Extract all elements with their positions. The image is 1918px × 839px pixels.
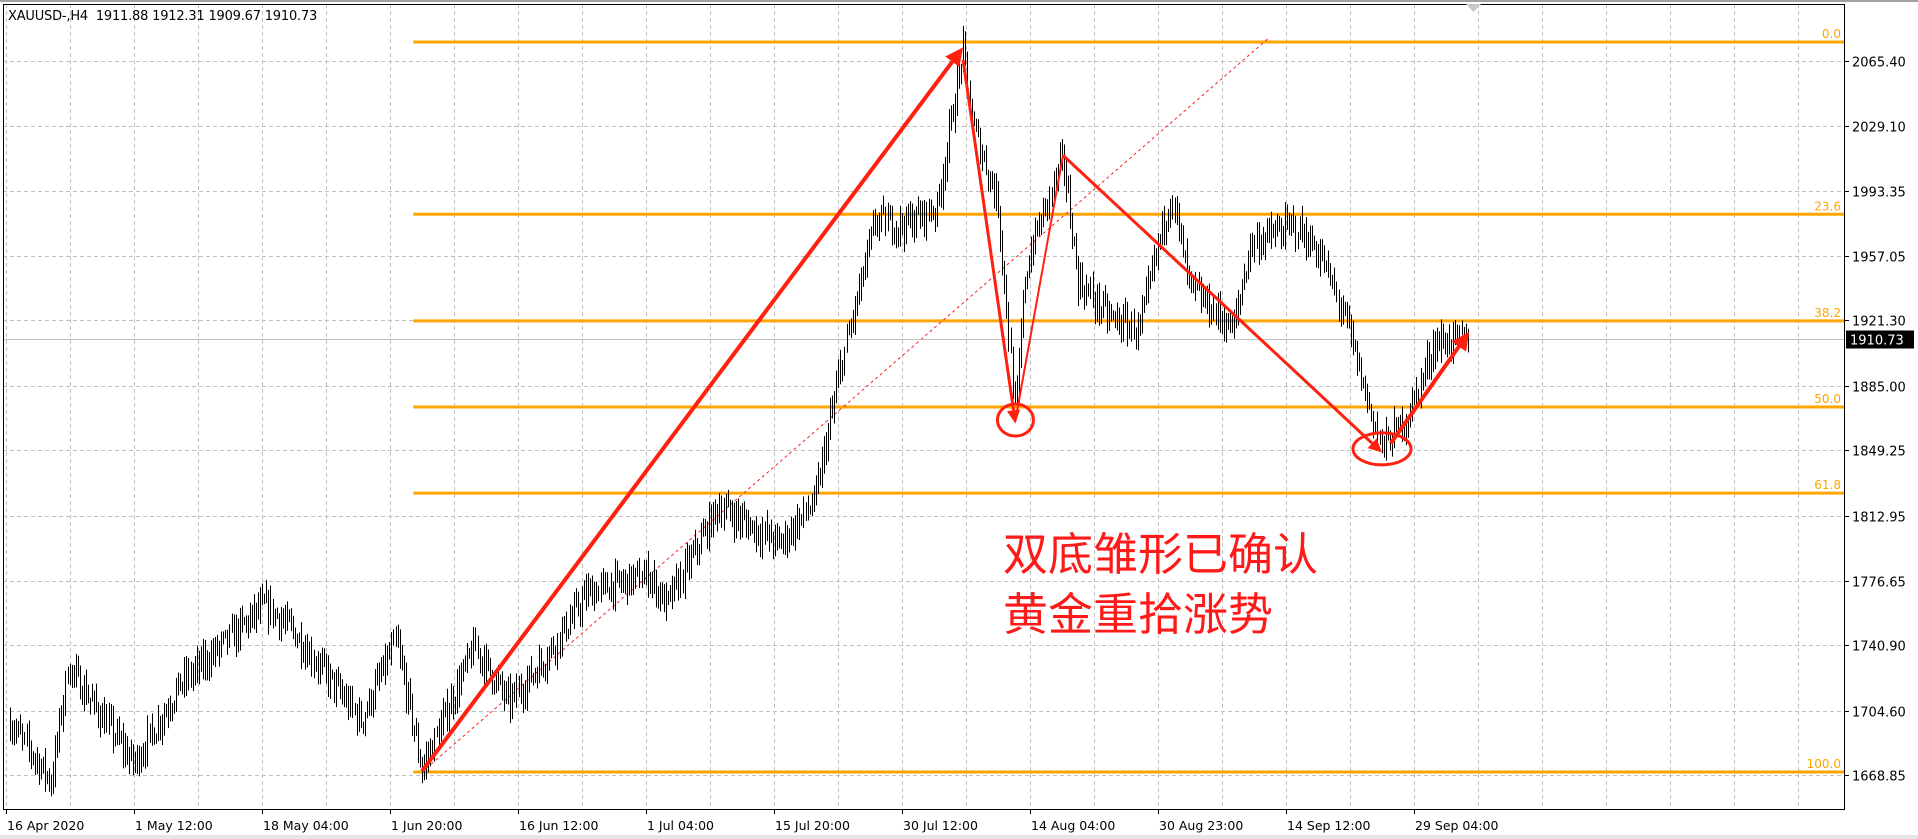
window-top-border — [0, 0, 1918, 2]
arrowhead-icon — [1006, 409, 1021, 424]
highlight-ellipse — [995, 402, 1035, 438]
price-axis-label: 1740.90 — [1852, 640, 1906, 655]
annotation-line-1: 双底雏形已确认 — [1003, 528, 1319, 581]
time-axis-label: 1 Jun 20:00 — [391, 818, 463, 833]
fib-trendline — [421, 37, 1269, 773]
ohlc-bars — [10, 25, 1469, 797]
chart-header: XAUUSD-,H4 1911.88 1912.31 1909.67 1910.… — [8, 9, 317, 24]
fib-level-label: 23.6 — [1814, 199, 1841, 213]
symbol-timeframe: XAUUSD-,H4 — [8, 9, 88, 24]
time-axis-label: 1 Jul 04:00 — [647, 818, 714, 833]
price-axis-label: 1885.00 — [1852, 381, 1906, 396]
price-axis-label: 1849.25 — [1852, 445, 1906, 460]
chart-shift-marker-icon[interactable] — [1466, 4, 1481, 12]
drawings[interactable] — [420, 47, 1470, 773]
bid-price-label: 1910.73 — [1850, 334, 1904, 349]
ohlc-high: 1912.31 — [152, 9, 205, 24]
time-axis-label: 15 Jul 20:00 — [775, 818, 850, 833]
window-bottom-border — [0, 835, 1918, 839]
axes: 2065.40 2029.10 1993.35 1957.05 1921.30 1885.… — [3, 4, 1914, 833]
fib-level-label: 0.0 — [1822, 27, 1841, 41]
price-axis-label: 1812.95 — [1852, 511, 1906, 526]
fib-level-label: 38.2 — [1814, 306, 1841, 320]
time-axis-label: 14 Aug 04:00 — [1031, 818, 1115, 833]
trend-line — [1014, 155, 1065, 421]
bid-price-box — [1846, 330, 1914, 349]
trend-arrow — [961, 59, 1016, 411]
arrowhead-icon — [1367, 438, 1382, 453]
price-axis-label: 1993.35 — [1852, 186, 1906, 201]
arrowhead-icon — [1451, 331, 1470, 352]
trend-arrow — [1062, 154, 1374, 445]
fib-level-label: 100.0 — [1807, 757, 1841, 771]
price-axis-label: 1921.30 — [1852, 315, 1906, 330]
ohlc-open: 1911.88 — [95, 9, 149, 24]
ohlc-low: 1909.67 — [208, 9, 261, 24]
plot-border — [3, 4, 1845, 810]
fibonacci-retracement[interactable]: 0.0 23.6 38.2 50.0 61.8 100.0 — [413, 27, 1844, 774]
annotation-line-2: 黄金重拾涨势 — [1003, 588, 1274, 641]
trend-arrow — [1389, 345, 1461, 445]
highlight-ellipse — [1351, 431, 1413, 467]
arrowhead-icon — [945, 47, 964, 68]
time-axis-label: 16 Jun 12:00 — [519, 818, 598, 833]
ohlc-close: 1910.73 — [264, 9, 318, 24]
price-axis-label: 2029.10 — [1852, 121, 1906, 136]
price-axis-label: 1776.65 — [1852, 576, 1906, 591]
fib-level-label: 50.0 — [1814, 392, 1841, 406]
price-axis-label: 1704.60 — [1852, 706, 1906, 721]
time-axis-label: 30 Jul 12:00 — [903, 818, 978, 833]
time-axis-label: 14 Sep 12:00 — [1287, 818, 1370, 833]
time-axis-label: 16 Apr 2020 — [7, 818, 84, 833]
price-axis-label: 2065.40 — [1852, 56, 1906, 71]
trend-arrow — [420, 60, 954, 773]
time-axis-label: 30 Aug 23:00 — [1159, 818, 1243, 833]
time-axis-label: 29 Sep 04:00 — [1415, 818, 1498, 833]
time-axis-label: 1 May 12:00 — [135, 818, 213, 833]
price-axis-label: 1668.85 — [1852, 770, 1906, 785]
price-axis-label: 1957.05 — [1852, 251, 1906, 266]
fib-level-label: 61.8 — [1814, 478, 1841, 492]
time-axis-label: 18 May 04:00 — [263, 818, 349, 833]
